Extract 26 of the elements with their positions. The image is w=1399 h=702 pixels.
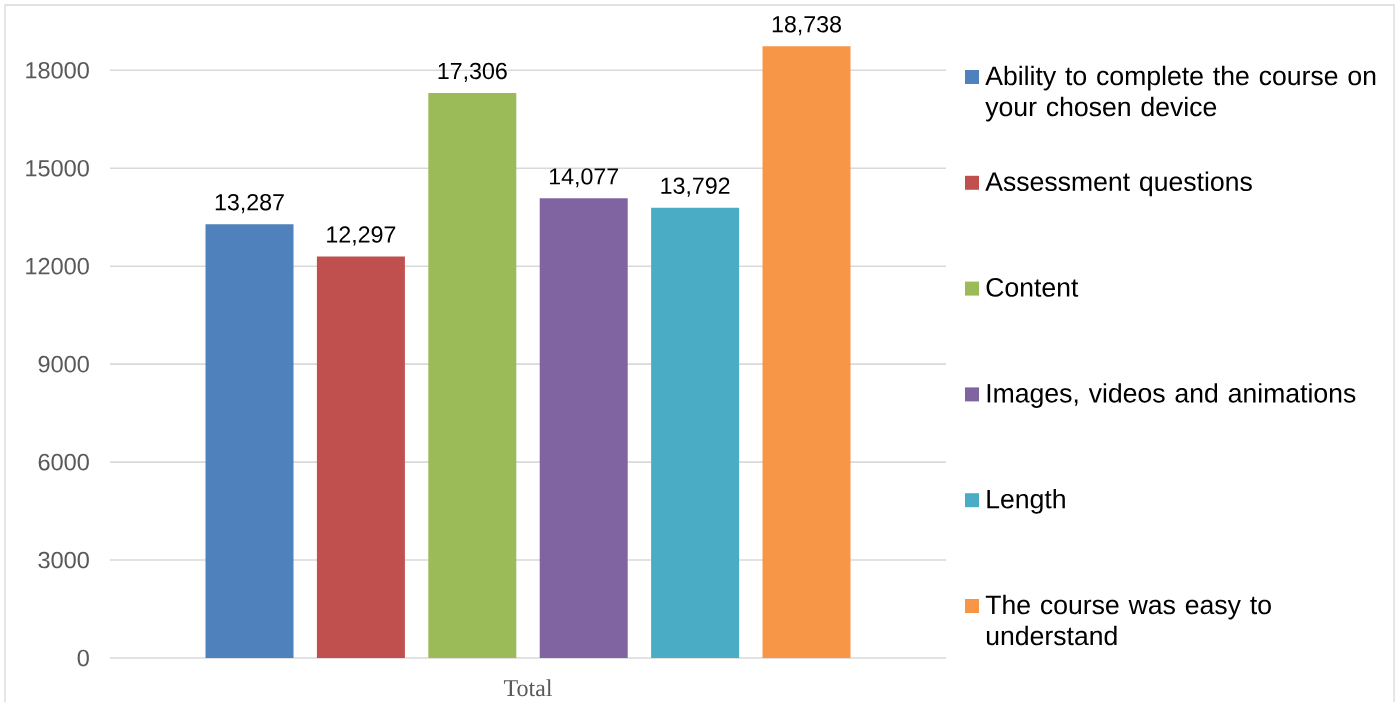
legend-label: The course was easy to understand xyxy=(985,594,1271,646)
data-label: 17,306 xyxy=(438,62,507,82)
bar xyxy=(428,92,517,658)
data-label: 12,297 xyxy=(327,226,396,246)
bar xyxy=(762,46,851,658)
data-label: 13,792 xyxy=(661,177,730,197)
bar xyxy=(316,256,405,658)
y-tick-label: 0 xyxy=(77,649,89,667)
y-tick-label: 15000 xyxy=(26,159,89,177)
data-label: 18,738 xyxy=(772,15,841,36)
bar xyxy=(651,207,740,658)
bar xyxy=(539,198,628,658)
legend-label: Length xyxy=(987,488,1065,514)
y-tick-label: 18000 xyxy=(26,61,89,79)
y-tick-label: 3000 xyxy=(38,551,89,569)
bar xyxy=(205,224,294,658)
data-label: 13,287 xyxy=(215,193,284,214)
legend-label: Ability to complete the course on your chosen device xyxy=(985,65,1376,122)
legend-label: Content xyxy=(986,278,1079,297)
y-tick-label: 9000 xyxy=(38,355,89,373)
y-tick-label: 6000 xyxy=(38,453,89,471)
x-tick-label: Total xyxy=(503,679,553,697)
data-label: 14,077 xyxy=(550,168,619,188)
legend-label: Images, videos and animations xyxy=(987,383,1356,408)
legend-label: Assessment questions xyxy=(985,171,1252,197)
y-tick-label: 12000 xyxy=(26,257,89,275)
